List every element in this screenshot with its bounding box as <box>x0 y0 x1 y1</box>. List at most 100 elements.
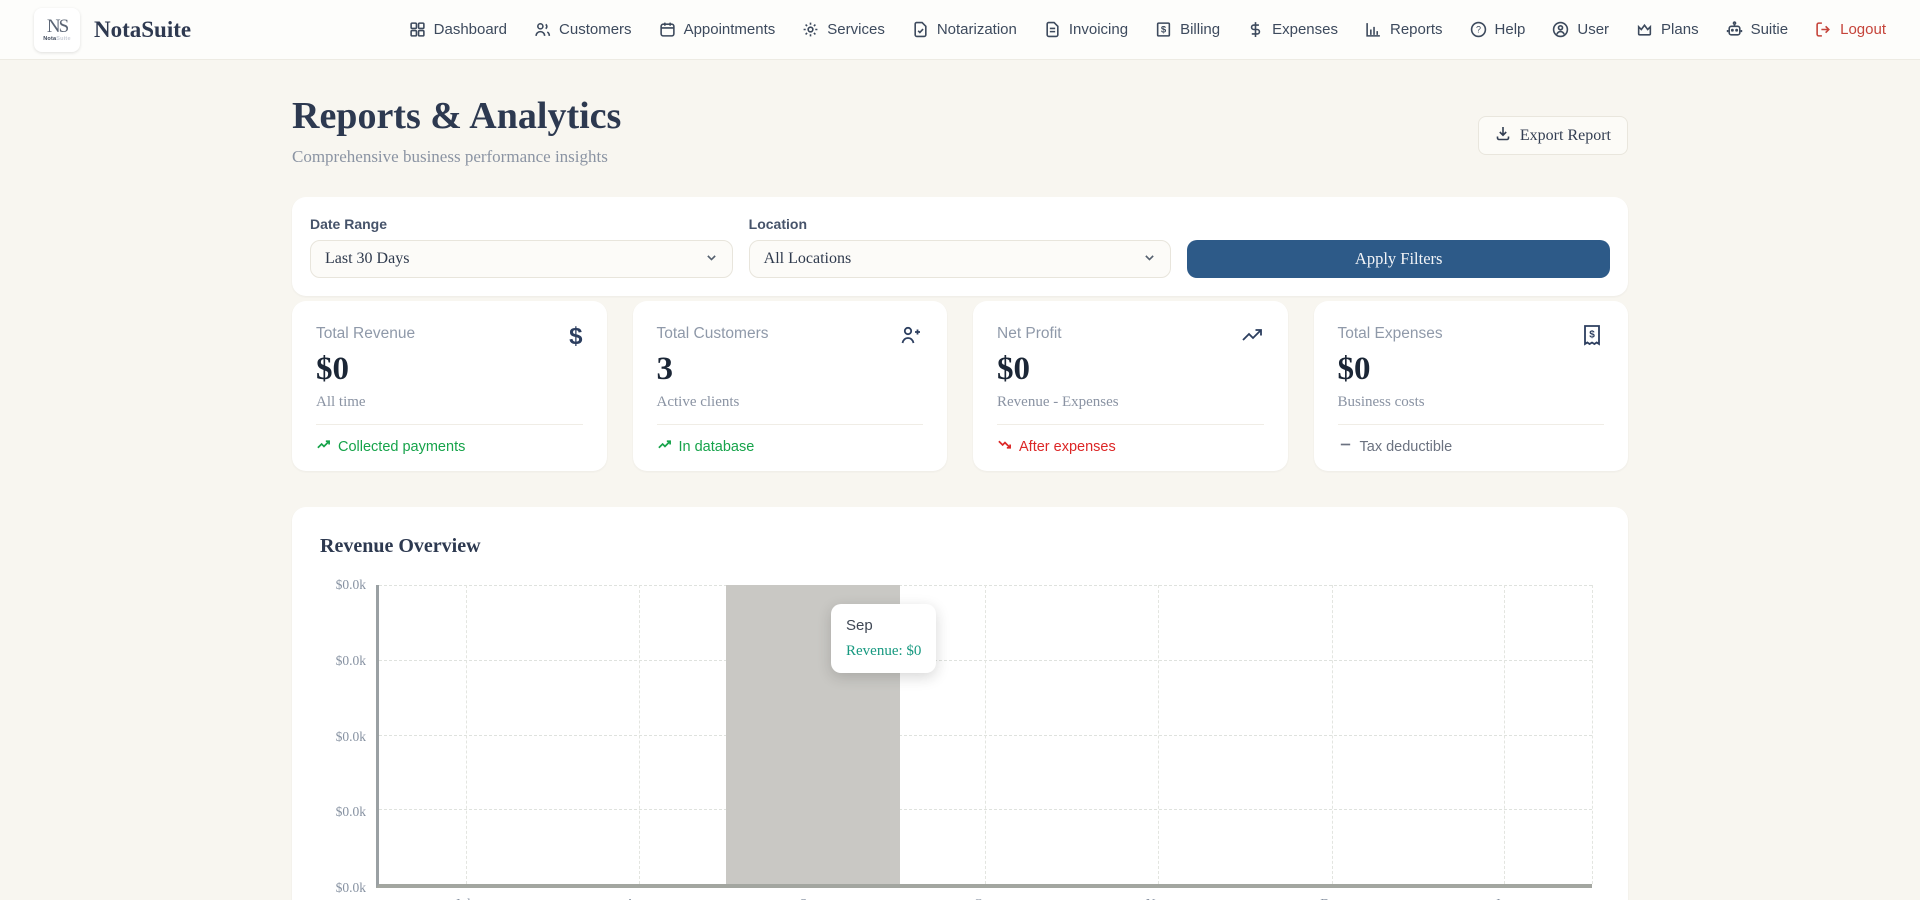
help-icon: ? <box>1470 21 1487 38</box>
nav-menu: Dashboard Customers Appointments Service… <box>409 21 1886 38</box>
stat-subtext: Business costs <box>1337 394 1425 410</box>
nav-item-notarization[interactable]: Notarization <box>912 21 1017 38</box>
nav-item-reports[interactable]: Reports <box>1365 21 1443 38</box>
customers-icon <box>534 21 551 38</box>
page-header: Reports & Analytics Comprehensive busine… <box>292 94 1628 167</box>
stat-card-total-customers: Total Customers 3 Active clients In data… <box>632 301 947 471</box>
robot-icon <box>1726 21 1743 38</box>
y-axis-tick: $0.0k <box>335 652 366 668</box>
stat-label: Net Profit <box>997 325 1062 342</box>
stat-value: $0 <box>997 351 1030 387</box>
page-subtitle: Comprehensive business performance insig… <box>292 147 608 166</box>
gridline <box>639 585 641 884</box>
x-axis-tick: Oct <box>974 896 994 900</box>
nav-item-suitie[interactable]: Suitie <box>1726 21 1788 38</box>
x-axis-tick: Nov <box>1146 896 1169 900</box>
brand[interactable]: NS NotaSuite NotaSuite <box>34 7 192 52</box>
nav-item-services[interactable]: Services <box>802 21 885 38</box>
logout-icon <box>1815 21 1832 38</box>
date-range-select[interactable]: Last 30 Days <box>310 240 733 278</box>
nav-item-dashboard[interactable]: Dashboard <box>409 21 507 38</box>
chevron-down-icon <box>1143 251 1156 268</box>
export-report-button[interactable]: Export Report <box>1477 116 1628 155</box>
stat-value: $0 <box>1337 351 1371 387</box>
stat-value: 3 <box>656 351 674 387</box>
document-check-icon <box>912 21 929 38</box>
stat-subtext: Revenue - Expenses <box>997 394 1119 410</box>
trend-up-icon <box>316 437 331 456</box>
crown-icon <box>1636 21 1653 38</box>
stat-label: Total Revenue <box>316 325 416 342</box>
trending-up-icon <box>1240 323 1264 352</box>
chevron-down-icon <box>705 251 718 268</box>
nav-item-logout[interactable]: Logout <box>1815 21 1886 38</box>
location-select[interactable]: All Locations <box>748 240 1172 278</box>
stat-status: After expenses <box>997 437 1264 456</box>
nav-item-appointments[interactable]: Appointments <box>659 21 775 38</box>
bar-chart-icon <box>1365 21 1382 38</box>
dollar-icon <box>1247 21 1264 38</box>
logo-caption: NotaSuite <box>43 36 71 42</box>
svg-text:?: ? <box>1476 25 1481 35</box>
gridline <box>985 585 986 884</box>
plot-area: Sep Revenue: $0 <box>376 585 1593 888</box>
stat-status: Tax deductible <box>1338 437 1605 456</box>
location-label: Location <box>748 216 808 232</box>
stat-subtext: Active clients <box>656 394 740 410</box>
nav-item-expenses[interactable]: Expenses <box>1247 21 1338 38</box>
nav-item-user[interactable]: User <box>1552 21 1609 38</box>
trend-down-icon <box>997 437 1012 456</box>
download-icon <box>1495 125 1511 146</box>
dash-icon <box>1338 437 1353 456</box>
divider <box>656 424 923 425</box>
stat-label: Total Expenses <box>1337 325 1443 342</box>
chart-title: Revenue Overview <box>320 535 481 557</box>
gridline <box>1592 585 1593 884</box>
nav-item-customers[interactable]: Customers <box>534 21 632 38</box>
stat-value: $0 <box>316 351 349 387</box>
user-icon <box>1552 21 1569 38</box>
svg-text:$: $ <box>1161 25 1167 36</box>
dollar-icon: $ <box>569 323 583 350</box>
document-icon <box>1044 21 1061 38</box>
user-plus-icon <box>899 323 923 352</box>
gridline <box>465 585 467 884</box>
x-axis-tick: Sep <box>800 896 820 900</box>
stat-card-total-expenses: Total Expenses $ $0 Business costs Tax d… <box>1313 301 1628 471</box>
billing-icon: $ <box>1155 21 1172 38</box>
nav-item-billing[interactable]: $ Billing <box>1155 21 1220 38</box>
divider <box>997 424 1264 425</box>
nav-item-invoicing[interactable]: Invoicing <box>1044 21 1128 38</box>
stat-subtext: All time <box>316 394 366 410</box>
apply-filters-button[interactable]: Apply Filters <box>1187 240 1611 278</box>
x-axis-tick: Jan <box>1495 896 1513 900</box>
stat-status: Collected payments <box>316 437 583 456</box>
revenue-chart[interactable]: $0.0k $0.0k $0.0k $0.0k $0.0k <box>336 577 1593 900</box>
x-axis-tick: Aug <box>625 896 648 900</box>
date-range-label: Date Range <box>310 216 388 232</box>
gridline <box>1331 585 1333 884</box>
stat-card-net-profit: Net Profit $0 Revenue - Expenses After e… <box>973 301 1288 471</box>
y-axis-tick: $0.0k <box>335 880 366 895</box>
divider <box>316 424 583 425</box>
page-title: Reports & Analytics <box>292 95 622 137</box>
gridline <box>1504 585 1506 884</box>
gear-icon <box>802 21 819 38</box>
calendar-icon <box>659 21 676 38</box>
filters-card: Date Range Last 30 Days Location All Loc… <box>292 197 1628 296</box>
divider <box>1337 424 1604 425</box>
revenue-overview-card: Revenue Overview $0.0k $0.0k $0.0k $0.0k… <box>292 507 1628 900</box>
brand-name: NotaSuite <box>94 16 192 42</box>
chart-tooltip: Sep Revenue: $0 <box>831 604 937 673</box>
y-axis-tick: $0.0k <box>335 728 366 744</box>
trend-up-icon <box>657 437 672 456</box>
svg-text:$: $ <box>1589 330 1595 341</box>
logo-monogram: NS <box>46 16 69 37</box>
tooltip-month: Sep <box>846 617 873 634</box>
nav-item-help[interactable]: ? Help <box>1470 21 1525 38</box>
stat-label: Total Customers <box>656 325 769 342</box>
gridline <box>1158 585 1160 884</box>
x-axis-tick: Dec <box>1320 896 1342 900</box>
y-axis-tick: $0.0k <box>335 804 366 820</box>
nav-item-plans[interactable]: Plans <box>1636 21 1699 38</box>
